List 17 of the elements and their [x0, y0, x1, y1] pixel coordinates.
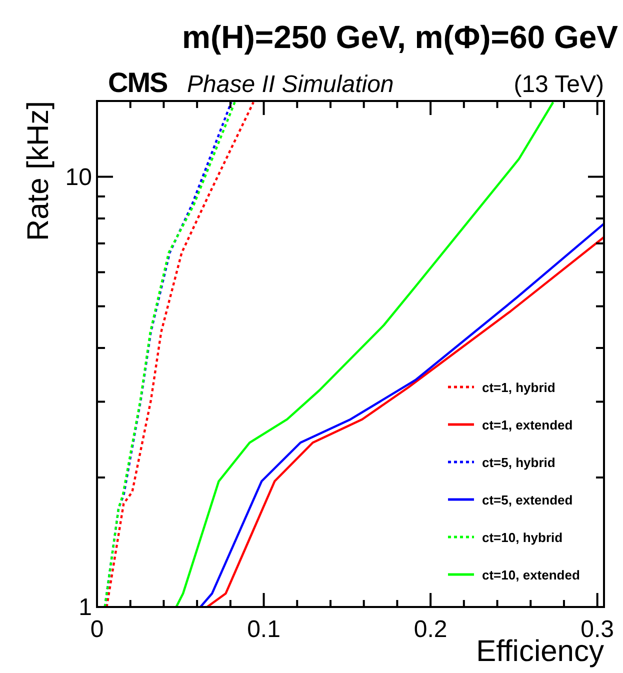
- text: CMS: [108, 67, 168, 98]
- legend-label: ct=10, hybrid: [482, 530, 563, 545]
- x-tick-label: 0: [90, 616, 104, 643]
- x-tick-label: 0.2: [414, 616, 448, 643]
- legend-label: ct=5, extended: [482, 492, 573, 508]
- chart-title: m(H)=250 GeV, m(Φ)=60 GeV: [182, 19, 619, 55]
- legend-label: ct=5, hybrid: [482, 455, 556, 470]
- text: Phase II Simulation: [187, 71, 394, 98]
- legend-label: ct=10, extended: [482, 568, 580, 582]
- x-tick-label: 0.3: [580, 616, 614, 643]
- legend-label: ct=1, hybrid: [482, 380, 556, 395]
- y-tick-label: 10: [65, 164, 92, 191]
- x-tick-label: 0.1: [247, 616, 280, 643]
- y-tick-label: 1: [78, 594, 92, 621]
- legend-label: ct=1, extended: [482, 418, 573, 432]
- text: (13 TeV): [514, 71, 604, 98]
- y-axis-title: Rate [kHz]: [22, 101, 55, 242]
